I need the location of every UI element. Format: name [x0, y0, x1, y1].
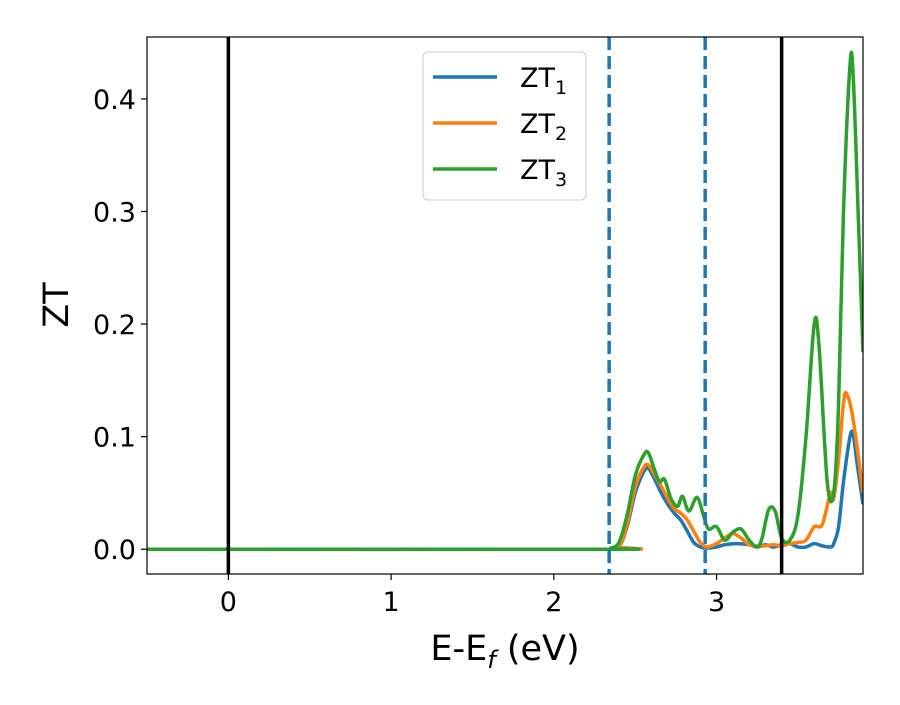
series-line-zt1: [147, 429, 863, 552]
axis-ticks: 0 1 2 3 0.0 0.1 0.2 0.3 0.4: [93, 85, 725, 618]
x-tick-label: 0: [220, 587, 237, 618]
y-axis-title: ZT: [37, 282, 77, 328]
plot-area-frame: [146, 36, 864, 575]
y-tick-label: 0.4: [93, 85, 136, 116]
series-line-zt3: [147, 50, 863, 552]
y-tick-label: 0.3: [93, 197, 136, 228]
x-axis-title: E-Ef (eV): [430, 629, 579, 674]
legend-box: [422, 51, 587, 201]
legend: ZT1 ZT2 ZT3: [422, 51, 587, 201]
x-tick-label: 1: [382, 587, 399, 618]
legend-label-zt3: ZT3: [520, 155, 567, 191]
legend-label-zt1: ZT1: [520, 63, 567, 99]
legend-label-zt2: ZT2: [520, 109, 567, 145]
plot-lines: [147, 37, 863, 574]
y-tick-label: 0.1: [93, 423, 136, 454]
x-tick-label: 3: [708, 587, 725, 618]
x-tick-label: 2: [545, 587, 562, 618]
series-line-zt2: [147, 390, 863, 552]
y-tick-label: 0.0: [93, 535, 136, 566]
y-tick-label: 0.2: [93, 310, 136, 341]
